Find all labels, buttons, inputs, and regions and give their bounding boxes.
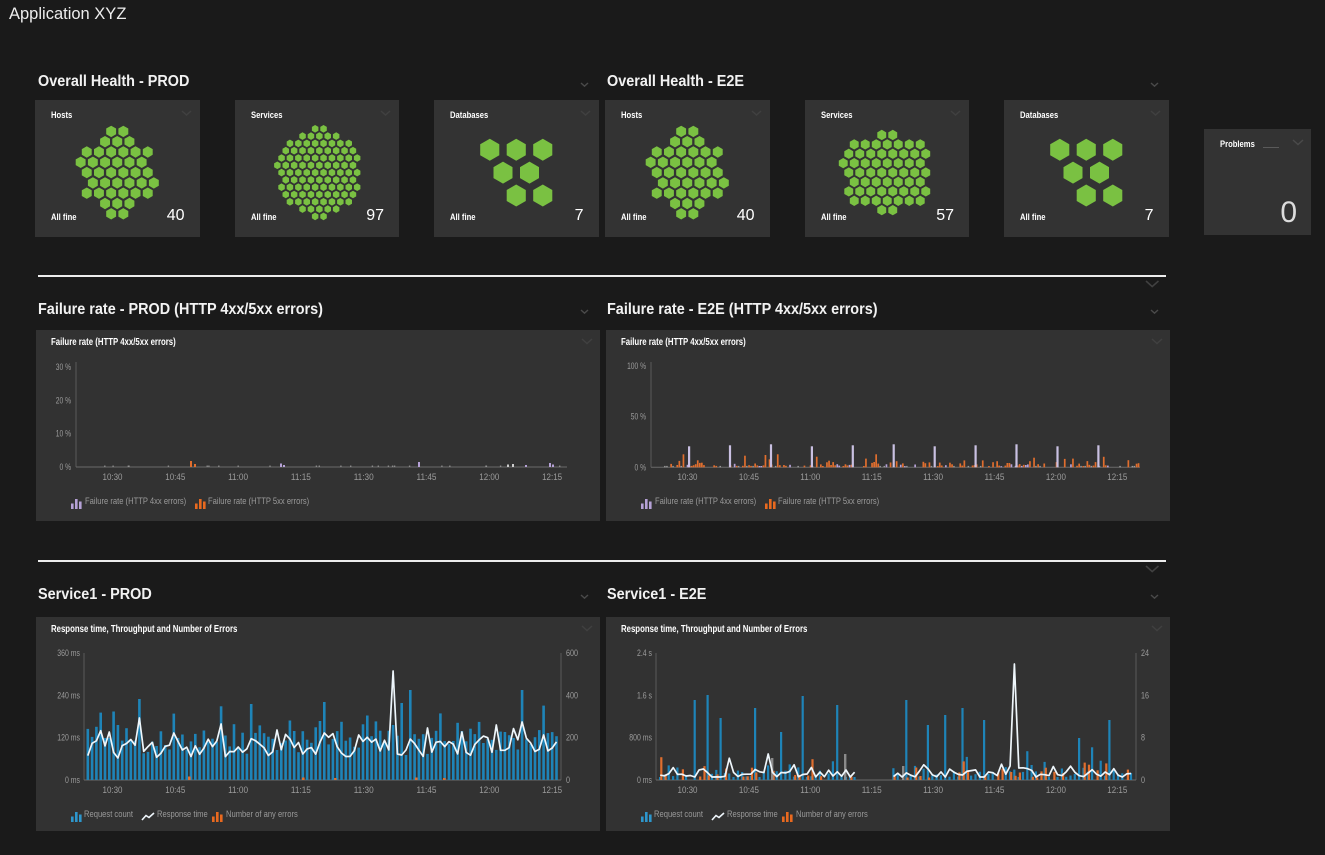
svg-text:12:00: 12:00 xyxy=(1046,472,1066,483)
svg-text:2.4 s: 2.4 s xyxy=(637,648,652,659)
svg-text:11:45: 11:45 xyxy=(417,785,437,796)
svg-text:12:15: 12:15 xyxy=(542,785,562,796)
svg-text:400: 400 xyxy=(566,690,578,701)
svg-text:240 ms: 240 ms xyxy=(57,690,80,701)
svg-text:10:30: 10:30 xyxy=(678,785,698,796)
svg-text:360 ms: 360 ms xyxy=(57,648,80,659)
svg-text:11:00: 11:00 xyxy=(800,785,820,796)
svg-text:12:00: 12:00 xyxy=(479,785,499,796)
svg-text:100 %: 100 % xyxy=(627,361,646,372)
svg-text:10:45: 10:45 xyxy=(739,785,759,796)
svg-text:11:15: 11:15 xyxy=(291,472,311,483)
svg-text:12:15: 12:15 xyxy=(1107,785,1127,796)
svg-text:10:30: 10:30 xyxy=(678,472,698,483)
svg-text:11:30: 11:30 xyxy=(923,785,943,796)
svg-text:10 %: 10 % xyxy=(56,429,72,440)
svg-text:120 ms: 120 ms xyxy=(57,733,80,744)
svg-text:0 %: 0 % xyxy=(60,462,72,473)
svg-text:12:15: 12:15 xyxy=(1107,472,1127,483)
svg-text:0 ms: 0 ms xyxy=(637,775,652,786)
svg-text:1.6 s: 1.6 s xyxy=(637,690,652,701)
svg-text:12:00: 12:00 xyxy=(479,472,499,483)
svg-text:10:45: 10:45 xyxy=(165,785,185,796)
svg-text:200: 200 xyxy=(566,733,578,744)
svg-text:600: 600 xyxy=(566,648,578,659)
svg-text:11:45: 11:45 xyxy=(417,472,437,483)
svg-text:0: 0 xyxy=(1141,775,1145,786)
svg-text:11:30: 11:30 xyxy=(354,472,374,483)
svg-text:10:45: 10:45 xyxy=(165,472,185,483)
svg-text:11:15: 11:15 xyxy=(862,785,882,796)
svg-text:11:15: 11:15 xyxy=(862,472,882,483)
svg-text:10:30: 10:30 xyxy=(103,785,123,796)
svg-text:0: 0 xyxy=(566,775,570,786)
svg-text:20 %: 20 % xyxy=(56,395,72,406)
svg-text:30 %: 30 % xyxy=(56,362,72,373)
svg-text:11:00: 11:00 xyxy=(800,472,820,483)
svg-text:12:15: 12:15 xyxy=(542,472,562,483)
svg-text:12:00: 12:00 xyxy=(1046,785,1066,796)
svg-text:11:30: 11:30 xyxy=(923,472,943,483)
svg-text:11:00: 11:00 xyxy=(228,472,248,483)
svg-text:50 %: 50 % xyxy=(631,412,647,423)
svg-text:24: 24 xyxy=(1141,648,1149,659)
svg-text:11:30: 11:30 xyxy=(354,785,374,796)
svg-text:0 %: 0 % xyxy=(635,462,647,473)
svg-text:8: 8 xyxy=(1141,733,1145,744)
svg-text:11:45: 11:45 xyxy=(985,472,1005,483)
svg-text:800 ms: 800 ms xyxy=(629,733,652,744)
svg-text:16: 16 xyxy=(1141,690,1149,701)
svg-text:10:30: 10:30 xyxy=(103,472,123,483)
svg-text:11:15: 11:15 xyxy=(291,785,311,796)
svg-text:0 ms: 0 ms xyxy=(65,775,80,786)
svg-text:10:45: 10:45 xyxy=(739,472,759,483)
svg-text:11:00: 11:00 xyxy=(228,785,248,796)
svg-text:11:45: 11:45 xyxy=(985,785,1005,796)
